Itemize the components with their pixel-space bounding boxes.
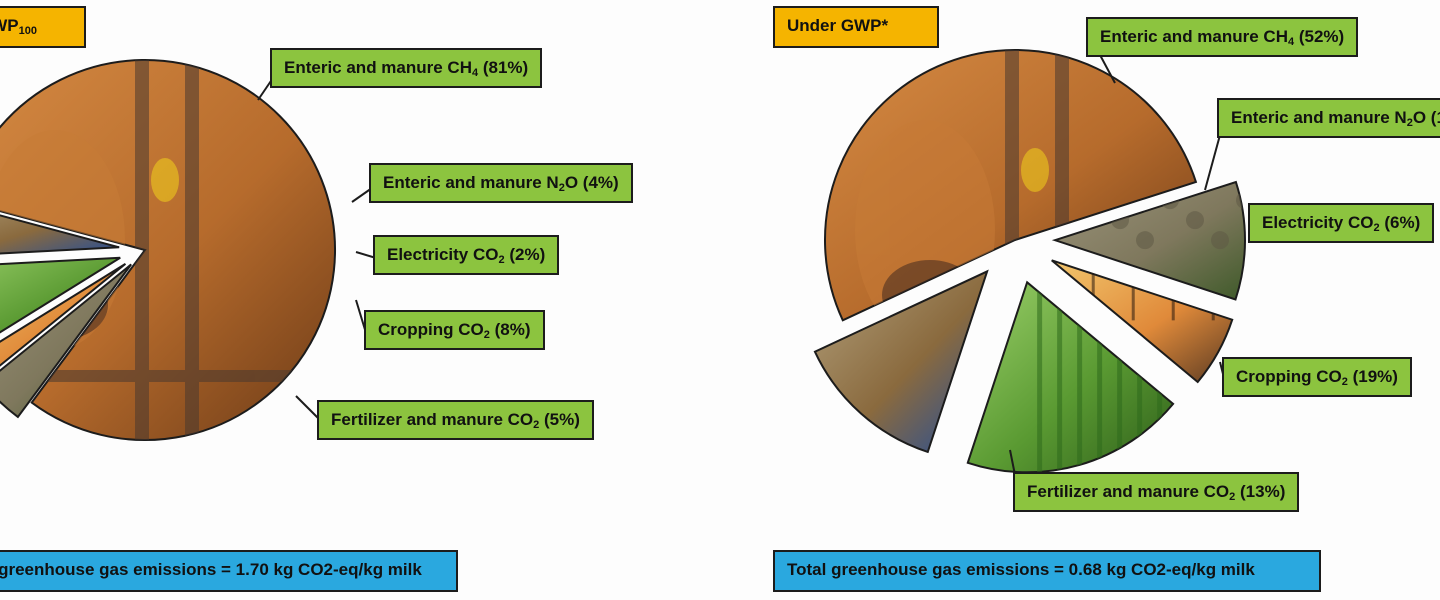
pie-slice-tractor: [0, 214, 120, 255]
total-emissions: Total greenhouse gas emissions = 1.70 kg…: [0, 550, 458, 592]
slice-label-cropping: Cropping CO2 (19%): [1222, 357, 1412, 397]
leader-line: [351, 187, 373, 203]
slice-label-electricity: Electricity CO2 (2%): [373, 235, 560, 275]
slice-label-electricity: Electricity CO2 (6%): [1248, 203, 1435, 243]
pie-plot-area: [0, 59, 377, 441]
slice-label-fertilizer: Fertilizer and manure CO2 (5%): [317, 400, 594, 440]
pie-chart-gwp-star: Under GWP* Enteric and manure CH4 (52%) …: [720, 0, 1440, 600]
leader-line: [355, 251, 377, 259]
slice-label-enteric-n2o: Enteric and manure N2O (10%): [1217, 98, 1440, 138]
chart-title: Under GWP*: [773, 6, 939, 48]
pie-slice-manure: [0, 263, 132, 419]
slice-label-fertilizer: Fertilizer and manure CO2 (13%): [1013, 472, 1300, 512]
leader-line: [1009, 449, 1016, 476]
slice-label-cropping: Cropping CO2 (8%): [364, 310, 545, 350]
pie-chart-gwp100: GWP100 Enteric and manure CH4 (81%) Ente…: [0, 6, 633, 592]
pie-slice-corn: [0, 256, 121, 334]
pie-plot-area: [813, 39, 1246, 476]
slice-label-enteric-ch4: Enteric and manure CH4 (52%): [1086, 17, 1359, 57]
slice-label-enteric-ch4: Enteric and manure CH4 (81%): [270, 48, 543, 88]
leader-line: [1204, 134, 1221, 191]
slice-label-enteric-n2o: Enteric and manure N2O (4%): [369, 163, 633, 203]
pie-slice-tractor: [813, 269, 989, 454]
total-emissions: Total greenhouse gas emissions = 0.68 kg…: [773, 550, 1321, 592]
leader-line: [295, 395, 321, 421]
chart-title: GWP100: [0, 6, 86, 48]
